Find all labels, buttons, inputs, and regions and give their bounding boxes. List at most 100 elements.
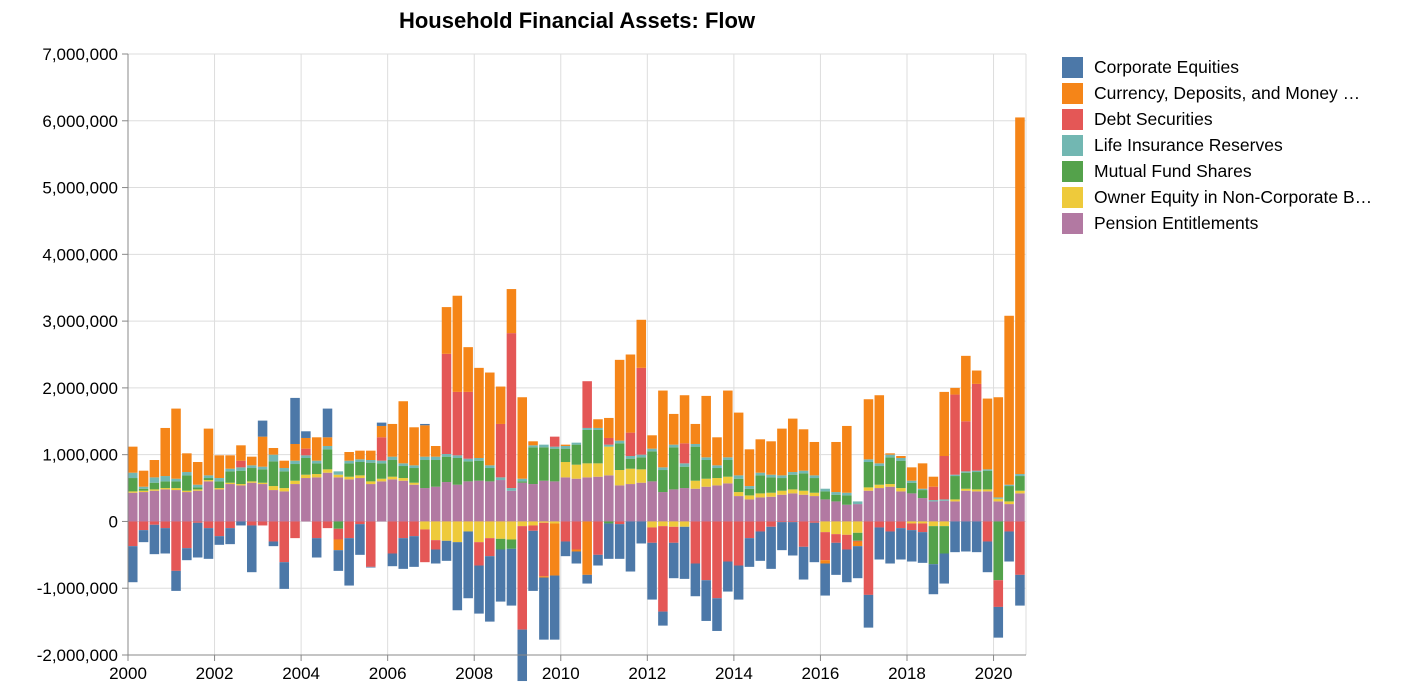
bar-segment [376,460,387,464]
bar-segment [268,461,279,487]
bar-segment [852,546,863,579]
bar-segment [939,456,949,500]
bar-segment [192,487,203,490]
bar-segment [192,490,203,522]
bar-segment [961,471,971,473]
bar-segment [430,521,441,541]
bar-segment [831,494,841,502]
legend-swatch [1062,56,1083,78]
bar-segment [614,524,625,559]
bar-segment [668,444,679,448]
bar-segment [961,488,971,491]
bar-segment [1015,474,1025,477]
bar-segment [993,521,1004,581]
chart-plot: -2,000,000 -1,000,000 0 1,000,000 2,000,000 3… [37,45,1027,683]
bar-segment [798,473,809,491]
bar-segment [723,390,733,458]
bar-segment [1004,486,1014,502]
bar-segment [549,575,560,640]
bar-segment [971,472,982,490]
bar-segment [214,489,225,522]
bar-segment [322,449,333,470]
bar-segment [355,459,365,463]
bar-segment [549,436,560,447]
bar-segment [647,435,657,449]
bar-segment [820,488,830,492]
bar-segment [528,441,538,446]
bar-segment [560,448,571,463]
bar-segment [279,491,289,522]
bar-segment [322,469,333,473]
bar-segment [311,477,322,522]
bar-segment [376,422,387,426]
bar-segment [1004,521,1014,532]
bar-segment [798,470,809,474]
bar-segment [614,521,625,525]
legend-label: Corporate Equities [1094,56,1239,77]
bar-segment [344,452,354,461]
bar-segment [885,521,895,532]
y-tick-label: 6,000,000 [42,112,118,131]
bar-segment [549,521,560,524]
bar-segment [528,484,538,522]
bar-segment [322,408,333,438]
bar-segment [625,456,636,459]
bar-segment [993,580,1004,607]
bar-segment [571,478,582,522]
bar-segment [647,481,657,522]
bar-segment [777,475,787,479]
bar-segment [192,522,203,558]
bar-segment [701,580,711,621]
bar-segment [928,500,939,502]
bar-segment [809,475,820,479]
bar-segment [842,492,852,496]
bar-segment [842,521,852,535]
bar-segment [236,484,246,486]
bar-segment [506,289,517,334]
bar-segment [766,526,776,569]
bar-segment [679,521,690,527]
bar-segment [917,490,928,499]
bar-segment [539,480,549,522]
bar-segment [441,482,452,522]
bar-segment [896,460,906,489]
bar-segment [236,521,246,526]
x-tick-label: 2006 [369,664,407,683]
bar-segment [506,521,517,540]
x-tick-label: 2002 [196,664,234,683]
bar-segment [571,551,582,564]
bar-segment [430,549,441,564]
bar-segment [582,429,592,464]
bar-segment [441,540,452,561]
bar-segment [906,530,917,562]
bar-segment [863,459,874,463]
bar-segment [582,427,592,430]
bar-segment [257,466,268,470]
bar-segment [506,333,517,489]
bar-segment [636,469,647,483]
x-tick-label: 2014 [715,664,753,683]
bar-segment [982,470,993,490]
bar-segment [182,548,192,561]
bar-segment [896,528,906,560]
bar-segment [398,478,408,481]
bar-segment [409,536,419,567]
bar-segment [160,521,170,529]
bar-segment [290,443,300,461]
bar-segment [138,470,149,487]
bar-segment [582,463,592,478]
bar-segment [636,367,647,455]
bar-segment [268,447,279,455]
bar-segment [593,476,603,522]
bar-segment [203,481,214,522]
bar-segment [344,460,354,464]
bar-segment [333,471,344,475]
bar-segment [160,488,170,490]
legend-item: Life Insurance Reserves [1062,132,1372,158]
bar-segment [701,395,711,458]
bar-segment [712,485,722,522]
bar-segment [247,465,257,469]
bar-segment [842,534,852,550]
bar-segment [182,472,192,476]
bar-segment [214,536,225,545]
